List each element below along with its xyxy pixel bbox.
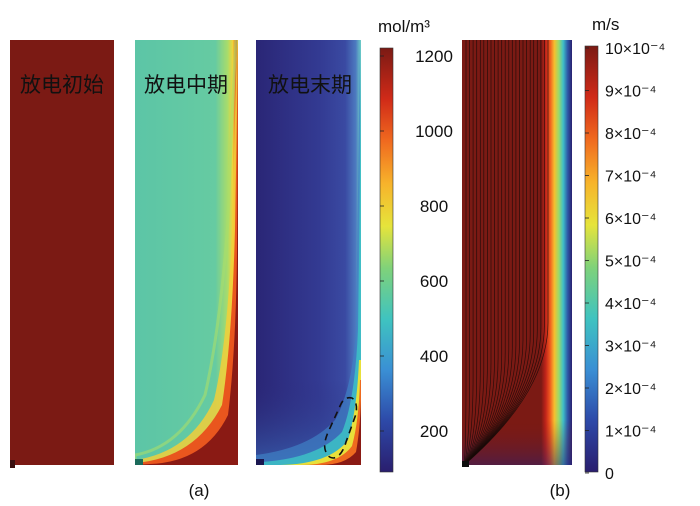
colorbar-a-ticks: 1200 1000 800 600 400 200 — [380, 47, 453, 441]
colorbar-b-tick-label: 5×10⁻⁴ — [605, 254, 656, 271]
streamline — [463, 40, 499, 465]
streamline — [463, 40, 492, 465]
velocity-field — [462, 40, 572, 467]
colorbar-b-tick-label: 7×10⁻⁴ — [605, 169, 656, 186]
colorbar-a-unit: mol/m³ — [378, 17, 430, 36]
caption-a: (a) — [189, 481, 210, 500]
streamline — [463, 40, 481, 465]
streamline — [463, 40, 495, 465]
streamline — [463, 40, 485, 465]
colorbar-a-tick-label: 1200 — [415, 47, 453, 66]
streamline — [463, 40, 470, 465]
colorbar-b-tick-label: 0 — [605, 466, 614, 483]
colorbar-a: mol/m³ 1200 1000 800 600 400 200 — [378, 17, 453, 473]
colorbar-b-tick-label: 10×10⁻⁴ — [605, 41, 665, 58]
colorbar-b-tick-label: 8×10⁻⁴ — [605, 126, 656, 143]
streamline — [463, 40, 488, 465]
colorbar-a-tick-label: 800 — [420, 197, 448, 216]
colorbar-a-tick-label: 1000 — [415, 122, 453, 141]
initial-field — [10, 40, 114, 465]
panel-title-end: 放电末期 — [268, 73, 352, 97]
colorbar-b: m/s 10×10⁻⁴ 9×10⁻⁴ 8×10⁻⁴ 7×10⁻⁴ 6×10⁻⁴ 5×10⁻… — [584, 15, 665, 483]
colorbar-b-tick-label: 1×10⁻⁴ — [605, 424, 656, 441]
colorbar-b-tick-label: 4×10⁻⁴ — [605, 296, 656, 313]
colorbar-b-tick-label: 3×10⁻⁴ — [605, 339, 656, 356]
colorbar-b-tick-label: 2×10⁻⁴ — [605, 381, 656, 398]
colorbar-a-scale — [379, 47, 394, 473]
colorbar-b-scale — [584, 45, 599, 473]
colorbar-b-ticks: 10×10⁻⁴ 9×10⁻⁴ 8×10⁻⁴ 7×10⁻⁴ 6×10⁻⁴ 5×10⁻⁴ 4×1… — [585, 41, 665, 483]
colorbar-a-tick-label: 600 — [420, 272, 448, 291]
panel-a: 放电初始 放电中期 — [10, 17, 453, 500]
panel-initial: 放电初始 — [10, 40, 114, 468]
caption-b: (b) — [550, 481, 571, 500]
panel-middle: 放电中期 — [135, 40, 238, 465]
panel-b: m/s 10×10⁻⁴ 9×10⁻⁴ 8×10⁻⁴ 7×10⁻⁴ 6×10⁻⁴ 5×10⁻… — [462, 15, 665, 500]
colorbar-a-tick-label: 400 — [420, 347, 448, 366]
colorbar-b-tick-label: 9×10⁻⁴ — [605, 84, 656, 101]
colorbar-b-tick-label: 6×10⁻⁴ — [605, 211, 656, 228]
streamline — [463, 40, 474, 465]
streamlines — [463, 40, 549, 465]
panel-title-middle: 放电中期 — [144, 73, 228, 97]
dashed-annotation-region — [323, 396, 358, 459]
streamline — [463, 40, 506, 465]
streamline — [463, 40, 467, 465]
colorbar-b-unit: m/s — [592, 15, 619, 34]
colorbar-a-tick-label: 200 — [420, 422, 448, 441]
streamline — [463, 40, 478, 465]
streamline — [463, 40, 503, 465]
panel-end: 放电末期 — [256, 40, 361, 465]
panel-title-initial: 放电初始 — [20, 73, 104, 97]
streamline — [463, 40, 549, 465]
